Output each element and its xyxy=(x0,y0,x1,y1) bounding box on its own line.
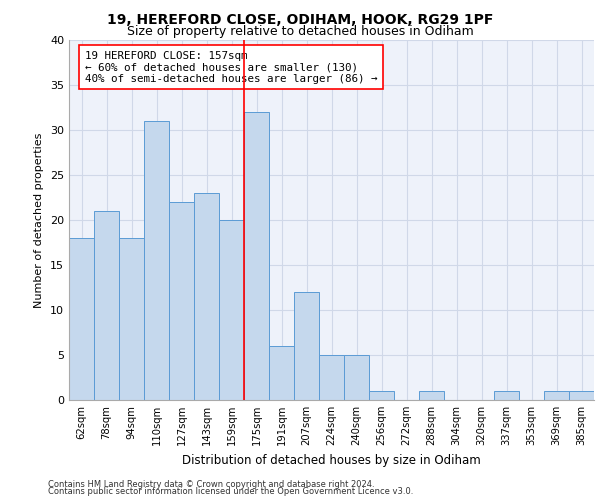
Text: 19 HEREFORD CLOSE: 157sqm
← 60% of detached houses are smaller (130)
40% of semi: 19 HEREFORD CLOSE: 157sqm ← 60% of detac… xyxy=(85,51,377,84)
Bar xyxy=(169,202,194,400)
Bar xyxy=(144,121,169,400)
Bar xyxy=(94,211,119,400)
Text: Contains public sector information licensed under the Open Government Licence v3: Contains public sector information licen… xyxy=(48,487,413,496)
Bar xyxy=(369,391,394,400)
Bar xyxy=(494,391,519,400)
Bar xyxy=(344,355,369,400)
Text: Size of property relative to detached houses in Odiham: Size of property relative to detached ho… xyxy=(127,25,473,38)
X-axis label: Distribution of detached houses by size in Odiham: Distribution of detached houses by size … xyxy=(182,454,481,466)
Bar xyxy=(319,355,344,400)
Bar xyxy=(194,193,219,400)
Bar xyxy=(244,112,269,400)
Text: Contains HM Land Registry data © Crown copyright and database right 2024.: Contains HM Land Registry data © Crown c… xyxy=(48,480,374,489)
Bar xyxy=(119,238,144,400)
Bar xyxy=(544,391,569,400)
Bar xyxy=(219,220,244,400)
Bar xyxy=(569,391,594,400)
Bar xyxy=(419,391,444,400)
Bar xyxy=(269,346,294,400)
Y-axis label: Number of detached properties: Number of detached properties xyxy=(34,132,44,308)
Bar xyxy=(69,238,94,400)
Text: 19, HEREFORD CLOSE, ODIHAM, HOOK, RG29 1PF: 19, HEREFORD CLOSE, ODIHAM, HOOK, RG29 1… xyxy=(107,12,493,26)
Bar xyxy=(294,292,319,400)
